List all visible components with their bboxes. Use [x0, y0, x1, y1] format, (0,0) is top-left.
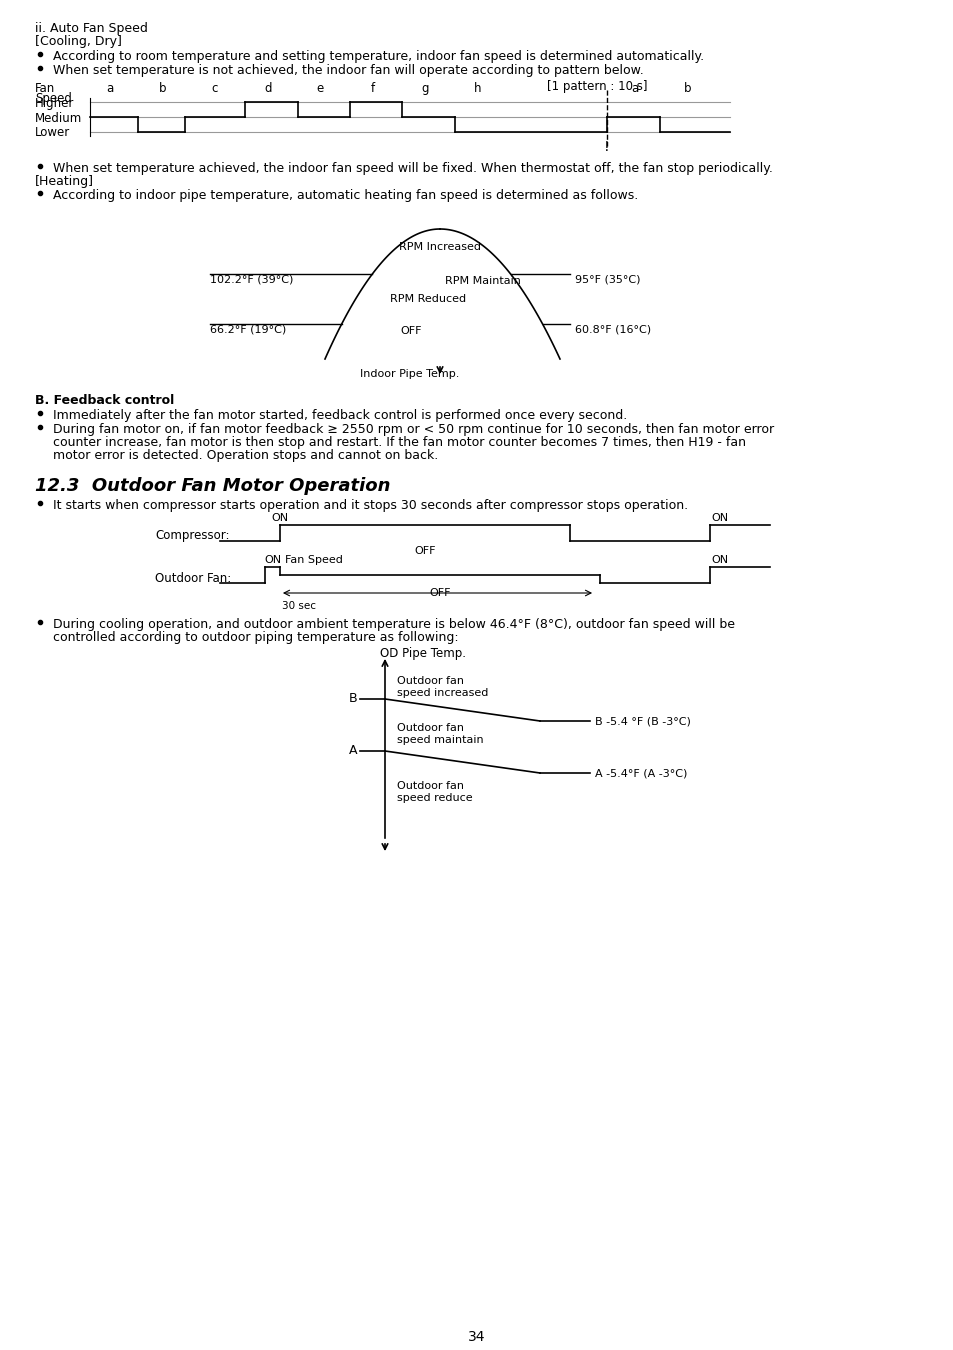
Text: ON: ON [711, 555, 728, 566]
Text: Outdoor fan
speed reduce: Outdoor fan speed reduce [396, 782, 472, 803]
Text: 95°F (35°C): 95°F (35°C) [575, 275, 639, 285]
Text: 102.2°F (39°C): 102.2°F (39°C) [210, 275, 294, 285]
Text: c: c [212, 82, 218, 94]
Text: RPM Increased: RPM Increased [398, 242, 480, 252]
Text: counter increase, fan motor is then stop and restart. If the fan motor counter b: counter increase, fan motor is then stop… [53, 436, 745, 450]
Text: B. Feedback control: B. Feedback control [35, 394, 174, 406]
Text: d: d [264, 82, 272, 94]
Text: Outdoor fan
speed increased: Outdoor fan speed increased [396, 676, 488, 698]
Text: [Heating]: [Heating] [35, 176, 94, 188]
Text: Outdoor fan
speed maintain: Outdoor fan speed maintain [396, 724, 483, 745]
Text: ON: ON [264, 555, 281, 566]
Text: Compressor:: Compressor: [154, 529, 230, 543]
Text: According to room temperature and setting temperature, indoor fan speed is deter: According to room temperature and settin… [53, 50, 703, 63]
Text: 60.8°F (16°C): 60.8°F (16°C) [575, 325, 651, 335]
Text: a: a [631, 82, 638, 94]
Text: controlled according to outdoor piping temperature as following:: controlled according to outdoor piping t… [53, 630, 458, 644]
Text: 30 sec: 30 sec [282, 601, 315, 612]
Text: e: e [316, 82, 323, 94]
Text: B -5.4 °F (B -3°C): B -5.4 °F (B -3°C) [595, 716, 690, 726]
Text: Fan: Fan [35, 82, 55, 94]
Text: !: ! [603, 140, 609, 154]
Text: [1 pattern : 10 s]: [1 pattern : 10 s] [546, 80, 646, 93]
Text: A -5.4°F (A -3°C): A -5.4°F (A -3°C) [595, 768, 687, 778]
Text: OFF: OFF [429, 589, 450, 598]
Text: 66.2°F (19°C): 66.2°F (19°C) [210, 325, 286, 335]
Text: RPM Reduced: RPM Reduced [390, 294, 466, 304]
Text: 34: 34 [468, 1330, 485, 1345]
Text: h: h [474, 82, 481, 94]
Text: Medium: Medium [35, 112, 82, 124]
Text: B: B [349, 693, 357, 706]
Text: Higher: Higher [35, 96, 74, 109]
Text: RPM Maintain: RPM Maintain [444, 275, 520, 286]
Text: motor error is detected. Operation stops and cannot on back.: motor error is detected. Operation stops… [53, 450, 437, 462]
Text: OFF: OFF [414, 545, 436, 556]
Text: a: a [107, 82, 113, 94]
Text: b: b [683, 82, 691, 94]
Text: g: g [421, 82, 428, 94]
Text: When set temperature is not achieved, the indoor fan will operate according to p: When set temperature is not achieved, th… [53, 63, 643, 77]
Text: b: b [159, 82, 167, 94]
Text: Outdoor Fan:: Outdoor Fan: [154, 571, 231, 585]
Text: f: f [371, 82, 375, 94]
Text: ON: ON [272, 513, 288, 522]
Text: During fan motor on, if fan motor feedback ≥ 2550 rpm or < 50 rpm continue for 1: During fan motor on, if fan motor feedba… [53, 423, 773, 436]
Text: 12.3  Outdoor Fan Motor Operation: 12.3 Outdoor Fan Motor Operation [35, 477, 390, 495]
Text: Speed: Speed [35, 92, 71, 105]
Text: A: A [349, 744, 356, 757]
Text: OFF: OFF [399, 325, 421, 336]
Text: When set temperature achieved, the indoor fan speed will be fixed. When thermost: When set temperature achieved, the indoo… [53, 162, 772, 176]
Text: Immediately after the fan motor started, feedback control is performed once ever: Immediately after the fan motor started,… [53, 409, 626, 423]
Text: [Cooling, Dry]: [Cooling, Dry] [35, 35, 122, 49]
Text: Fan Speed: Fan Speed [285, 555, 342, 566]
Text: Lower: Lower [35, 127, 71, 139]
Text: During cooling operation, and outdoor ambient temperature is below 46.4°F (8°C),: During cooling operation, and outdoor am… [53, 618, 734, 630]
Text: ii. Auto Fan Speed: ii. Auto Fan Speed [35, 22, 148, 35]
Text: According to indoor pipe temperature, automatic heating fan speed is determined : According to indoor pipe temperature, au… [53, 189, 638, 202]
Text: OD Pipe Temp.: OD Pipe Temp. [379, 647, 465, 660]
Text: Indoor Pipe Temp.: Indoor Pipe Temp. [359, 369, 459, 379]
Text: ON: ON [711, 513, 728, 522]
Text: It starts when compressor starts operation and it stops 30 seconds after compres: It starts when compressor starts operati… [53, 500, 687, 512]
